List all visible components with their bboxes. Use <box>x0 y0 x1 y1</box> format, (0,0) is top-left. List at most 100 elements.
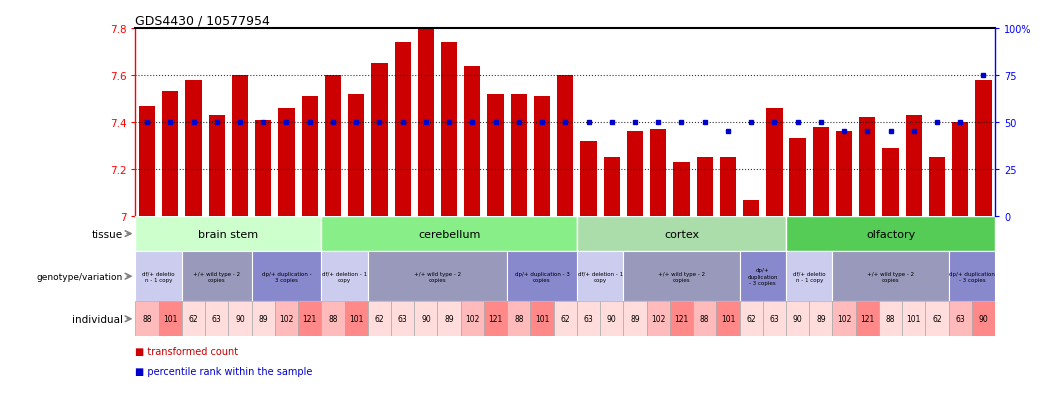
Text: 89: 89 <box>816 315 825 323</box>
Text: 121: 121 <box>302 315 317 323</box>
Bar <box>577 252 623 301</box>
Bar <box>883 148 898 216</box>
Bar <box>766 109 783 216</box>
Bar <box>135 301 158 337</box>
Bar <box>580 141 597 216</box>
Bar <box>786 301 810 337</box>
Text: 62: 62 <box>933 315 942 323</box>
Text: dp/+
duplication
- 3 copies: dp/+ duplication - 3 copies <box>747 268 778 285</box>
Bar <box>928 158 945 216</box>
Text: +/+ wild type - 2
copies: +/+ wild type - 2 copies <box>193 271 241 282</box>
Bar <box>716 301 740 337</box>
Bar <box>371 64 388 216</box>
Bar <box>139 106 155 216</box>
Bar <box>483 301 507 337</box>
Bar <box>251 301 275 337</box>
Bar <box>553 301 577 337</box>
Bar <box>600 301 623 337</box>
Text: 89: 89 <box>444 315 454 323</box>
Bar <box>905 116 922 216</box>
Text: 63: 63 <box>769 315 779 323</box>
Bar <box>696 158 713 216</box>
Bar <box>810 301 833 337</box>
Text: 90: 90 <box>421 315 430 323</box>
Bar <box>530 301 553 337</box>
Text: 62: 62 <box>746 315 755 323</box>
Text: 63: 63 <box>956 315 965 323</box>
Text: 90: 90 <box>606 315 617 323</box>
Text: 102: 102 <box>651 315 666 323</box>
Text: 101: 101 <box>535 315 549 323</box>
Text: individual: individual <box>72 314 123 324</box>
Bar <box>395 43 411 216</box>
Text: 89: 89 <box>258 315 268 323</box>
Bar <box>972 301 995 337</box>
Bar <box>647 301 670 337</box>
Bar <box>720 158 736 216</box>
Bar <box>275 301 298 337</box>
Bar <box>763 301 786 337</box>
Text: 102: 102 <box>837 315 851 323</box>
Bar <box>301 97 318 216</box>
Text: 121: 121 <box>861 315 874 323</box>
Text: dp/+ duplication
- 3 copies: dp/+ duplication - 3 copies <box>949 271 995 282</box>
Bar <box>507 252 577 301</box>
Bar <box>603 158 620 216</box>
Bar <box>879 301 902 337</box>
Text: 88: 88 <box>328 315 338 323</box>
Bar <box>321 216 577 252</box>
Text: 121: 121 <box>489 315 502 323</box>
Text: 101: 101 <box>907 315 921 323</box>
Text: df/+ deletion - 1
copy: df/+ deletion - 1 copy <box>577 271 623 282</box>
Bar <box>391 301 415 337</box>
Bar <box>368 301 391 337</box>
Bar <box>577 301 600 337</box>
Bar <box>298 301 321 337</box>
Bar <box>368 252 507 301</box>
Text: 102: 102 <box>465 315 479 323</box>
Text: 90: 90 <box>793 315 802 323</box>
Text: dp/+ duplication - 3
copies: dp/+ duplication - 3 copies <box>515 271 570 282</box>
Bar <box>740 301 763 337</box>
Bar <box>135 216 321 252</box>
Bar <box>278 109 295 216</box>
Text: cerebellum: cerebellum <box>418 229 480 239</box>
Text: brain stem: brain stem <box>198 229 258 239</box>
Text: +/+ wild type - 2
copies: +/+ wild type - 2 copies <box>414 271 461 282</box>
Text: 90: 90 <box>235 315 245 323</box>
Bar <box>418 29 435 216</box>
Bar <box>557 76 573 216</box>
Text: cortex: cortex <box>664 229 699 239</box>
Bar <box>488 95 503 216</box>
Bar <box>786 216 995 252</box>
Text: 88: 88 <box>143 315 152 323</box>
Text: 63: 63 <box>584 315 593 323</box>
Text: 88: 88 <box>886 315 895 323</box>
Bar <box>255 120 271 216</box>
Bar <box>438 301 461 337</box>
Bar <box>321 301 345 337</box>
Bar <box>786 252 833 301</box>
Text: olfactory: olfactory <box>866 229 915 239</box>
Text: dp/+ duplication -
3 copies: dp/+ duplication - 3 copies <box>262 271 312 282</box>
Bar <box>534 97 550 216</box>
Bar <box>415 301 438 337</box>
Bar <box>461 301 483 337</box>
Bar <box>833 252 948 301</box>
Bar <box>577 216 786 252</box>
Bar <box>836 132 852 216</box>
Text: +/+ wild type - 2
copies: +/+ wild type - 2 copies <box>867 271 914 282</box>
Text: 62: 62 <box>375 315 384 323</box>
Text: df/+ deletion - 1
copy: df/+ deletion - 1 copy <box>322 271 367 282</box>
Bar <box>860 118 875 216</box>
Bar <box>325 76 341 216</box>
Bar <box>650 130 666 216</box>
Bar <box>902 301 925 337</box>
Text: 62: 62 <box>189 315 198 323</box>
Bar <box>348 95 365 216</box>
Bar <box>673 163 690 216</box>
Bar <box>345 301 368 337</box>
Bar <box>228 301 251 337</box>
Bar <box>925 301 948 337</box>
Bar <box>182 301 205 337</box>
